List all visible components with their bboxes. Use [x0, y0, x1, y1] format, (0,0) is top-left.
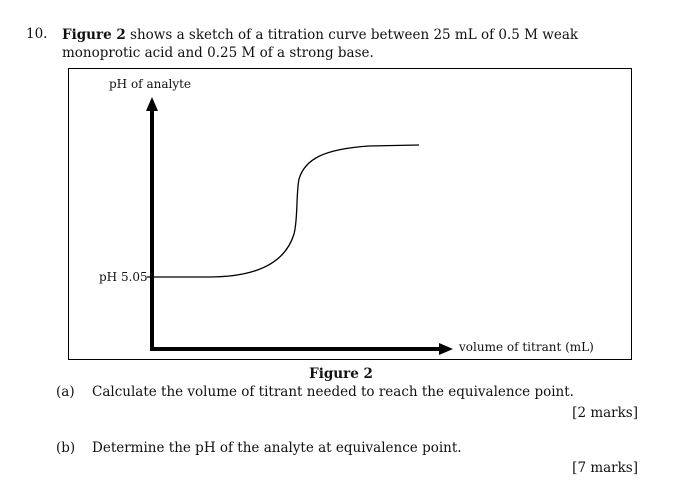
question-text: Figure 2 shows a sketch of a titration c… — [62, 26, 652, 62]
x-axis-arrowhead — [439, 343, 453, 355]
part-b-text: Determine the pH of the analyte at equiv… — [92, 440, 462, 456]
part-a-text: Calculate the volume of titrant needed t… — [92, 384, 574, 400]
titration-curve — [155, 144, 420, 278]
figure-caption: Figure 2 — [309, 366, 373, 382]
part-b-label: (b) — [56, 440, 76, 456]
figure-reference: Figure 2 — [62, 27, 126, 43]
y-axis-label: pH of analyte — [109, 77, 192, 91]
y-axis-arrowhead — [146, 97, 158, 111]
question-body: shows a sketch of a titration curve betw… — [62, 27, 579, 61]
part-a-label: (a) — [56, 384, 75, 400]
question-number: 10. — [26, 26, 48, 42]
titration-figure: pH of analyte pH 5.05 volume of titrant … — [68, 68, 632, 360]
part-a-marks: [2 marks] — [572, 405, 638, 421]
x-axis-label: volume of titrant (mL) — [459, 340, 594, 354]
part-b-marks: [7 marks] — [572, 460, 638, 476]
ph-start-label: pH 5.05 — [99, 270, 148, 284]
titration-curve-sketch — [146, 97, 453, 355]
